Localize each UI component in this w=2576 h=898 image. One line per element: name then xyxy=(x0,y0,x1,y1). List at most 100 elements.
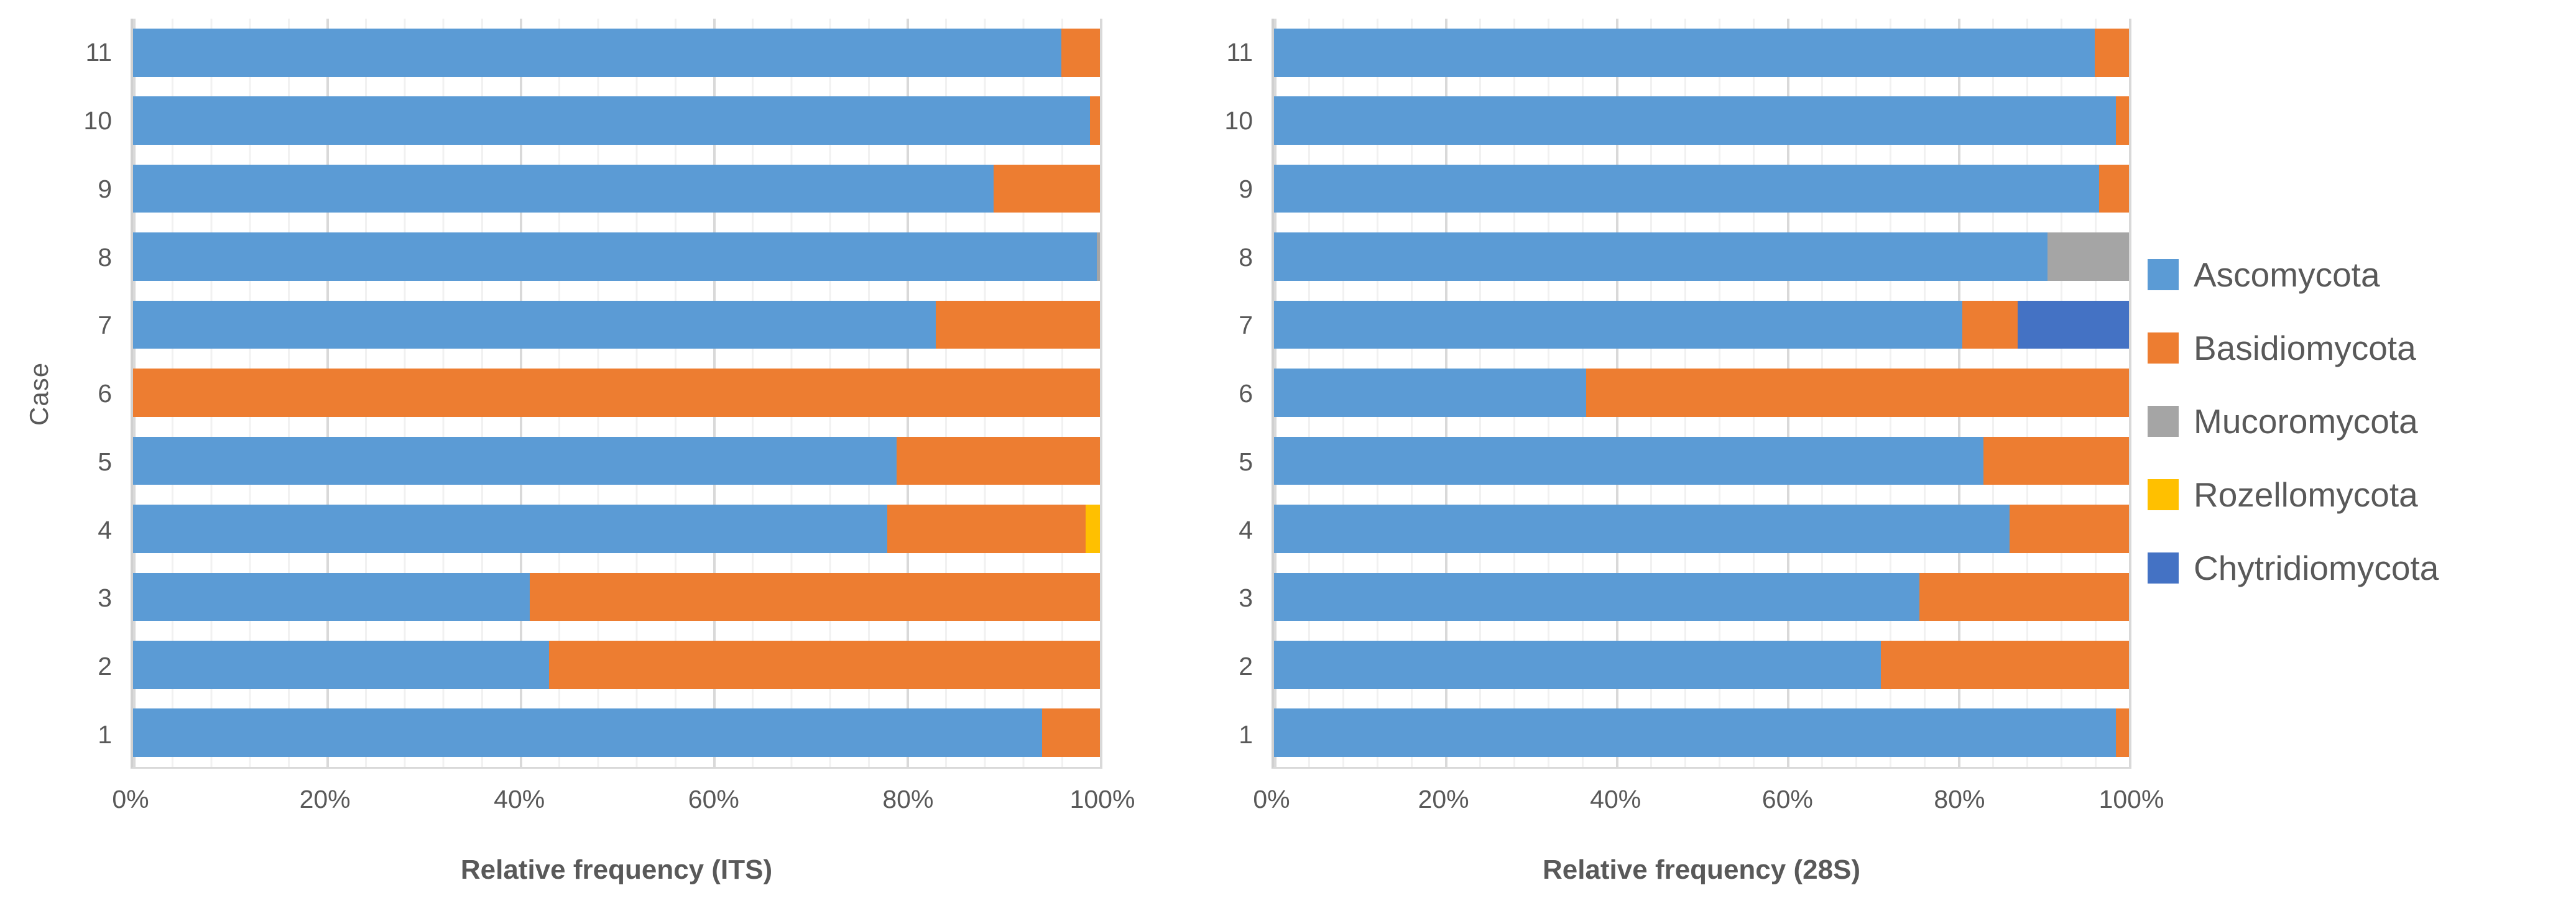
stacked-bar xyxy=(1274,28,2129,77)
bar-row-case-10 xyxy=(133,86,1100,154)
x-tick-label: 40% xyxy=(1590,785,1641,813)
legend-label: Ascomycota xyxy=(2194,255,2380,294)
stacked-bar xyxy=(1274,369,2129,417)
stacked-bar xyxy=(133,369,1100,417)
legend: Ascomycota Basidiomycota Mucoromycota Rozel… xyxy=(2131,0,2570,898)
bar-segment-ascomycota xyxy=(1274,436,1984,485)
bar-segment-rozellomycota xyxy=(1085,505,1100,553)
bar-row-case-8 xyxy=(133,222,1100,290)
stacked-bar xyxy=(133,28,1100,77)
x-axis-ticks-28s: 0% 20% 40% 60% 80% 100% xyxy=(1253,769,2164,821)
x-tick-label: 20% xyxy=(1418,785,1469,813)
category-label: 7 xyxy=(1239,311,1253,340)
bar-row-case-1 xyxy=(1274,699,2129,767)
bar-row-case-9 xyxy=(133,155,1100,222)
bar-segment-basidiomycota xyxy=(887,505,1086,553)
category-label: 7 xyxy=(98,311,112,340)
bar-segment-chytridiomycota xyxy=(2018,300,2129,349)
bar-segment-ascomycota xyxy=(133,300,936,349)
legend-item-basidiomycota: Basidiomycota xyxy=(2148,328,2570,368)
stacked-bar xyxy=(133,505,1100,553)
bar-segment-ascomycota xyxy=(133,505,887,553)
category-label: 3 xyxy=(1239,584,1253,613)
x-tick-label: 80% xyxy=(1934,785,1985,813)
category-label: 8 xyxy=(98,242,112,272)
bar-row-case-3 xyxy=(133,563,1100,631)
stacked-bar xyxy=(1274,164,2129,213)
plot-area-its xyxy=(131,19,1102,769)
bar-segment-basidiomycota xyxy=(1983,436,2129,485)
stacked-bar xyxy=(133,164,1100,213)
bar-row-case-10 xyxy=(1274,86,2129,154)
bar-row-case-2 xyxy=(1274,631,2129,699)
bar-segment-mucoromycota xyxy=(1097,232,1100,281)
bar-segment-basidiomycota xyxy=(1061,28,1100,77)
plot-area-28s xyxy=(1272,19,2131,769)
category-label: 9 xyxy=(1239,174,1253,203)
bar-row-case-8 xyxy=(1274,222,2129,290)
stacked-bar xyxy=(133,96,1100,145)
category-label: 1 xyxy=(1239,720,1253,749)
legend-swatch-icon xyxy=(2148,332,2179,364)
bar-row-case-2 xyxy=(133,631,1100,699)
stacked-bar xyxy=(133,436,1100,485)
bar-segment-ascomycota xyxy=(1274,300,1962,349)
bar-row-case-4 xyxy=(1274,495,2129,562)
category-label: 3 xyxy=(98,584,112,613)
stacked-bar xyxy=(133,708,1100,758)
bar-segment-basidiomycota xyxy=(548,640,1100,689)
category-label: 5 xyxy=(1239,447,1253,476)
bar-segment-basidiomycota xyxy=(897,436,1100,485)
stacked-bar xyxy=(133,640,1100,689)
bar-row-case-7 xyxy=(1274,291,2129,359)
bar-segment-basidiomycota xyxy=(1881,640,2129,689)
category-label: 10 xyxy=(1224,106,1253,135)
legend-label: Chytridiomycota xyxy=(2194,548,2439,587)
category-label: 11 xyxy=(85,38,112,67)
x-axis-title-its: Relative frequency (ITS) xyxy=(460,854,773,885)
stacked-bar xyxy=(133,572,1100,621)
bar-segment-basidiomycota xyxy=(2009,505,2129,553)
legend-label: Mucoromycota xyxy=(2194,401,2418,441)
x-tick-label: 60% xyxy=(1761,785,1813,813)
bar-segment-basidiomycota xyxy=(935,300,1100,349)
bar-row-case-3 xyxy=(1274,563,2129,631)
x-tick-label: 0% xyxy=(112,785,149,813)
x-tick-label: 80% xyxy=(882,785,934,813)
legend-swatch-icon xyxy=(2148,479,2179,510)
bar-segment-ascomycota xyxy=(1274,505,2010,553)
bar-row-case-4 xyxy=(133,495,1100,562)
x-tick-label: 0% xyxy=(1253,785,1290,813)
bar-segment-ascomycota xyxy=(1274,640,1881,689)
chart-its: Case 11 10 9 8 7 6 5 4 3 2 1 0% 20% 40% 60% 80% 100% Re… xyxy=(17,0,1135,898)
category-label: 5 xyxy=(98,447,112,476)
x-axis-ticks-its: 0% 20% 40% 60% 80% 100% xyxy=(112,769,1135,821)
case-labels-28s: 11 10 9 8 7 6 5 4 3 2 1 xyxy=(1202,19,1272,769)
category-label: 4 xyxy=(98,515,112,544)
bar-row-case-7 xyxy=(133,291,1100,359)
bar-segment-basidiomycota xyxy=(993,164,1100,213)
y-axis-title: Case xyxy=(24,362,53,426)
bar-segment-ascomycota xyxy=(1274,28,2095,77)
bar-segment-ascomycota xyxy=(1274,96,2117,145)
bar-segment-ascomycota xyxy=(1274,708,2117,758)
bar-segment-ascomycota xyxy=(1274,232,2048,281)
bar-segment-basidiomycota xyxy=(2116,96,2129,145)
bar-segment-basidiomycota xyxy=(2116,708,2129,758)
legend-label: Basidiomycota xyxy=(2194,328,2416,367)
case-labels-its: 11 10 9 8 7 6 5 4 3 2 1 xyxy=(61,19,131,769)
legend-swatch-icon xyxy=(2148,259,2179,290)
stacked-bar xyxy=(1274,505,2129,553)
stacked-bar xyxy=(1274,232,2129,281)
category-label: 11 xyxy=(1226,38,1253,67)
bar-row-case-6 xyxy=(133,359,1100,426)
category-label: 10 xyxy=(83,106,112,135)
category-label: 1 xyxy=(98,720,112,749)
legend-item-mucoromycota: Mucoromycota xyxy=(2148,401,2570,441)
bar-segment-basidiomycota xyxy=(1090,96,1100,145)
stacked-bar xyxy=(1274,708,2129,758)
bar-segment-ascomycota xyxy=(133,640,549,689)
category-label: 6 xyxy=(98,379,112,408)
stacked-bar xyxy=(1274,300,2129,349)
category-label: 2 xyxy=(1239,651,1253,680)
